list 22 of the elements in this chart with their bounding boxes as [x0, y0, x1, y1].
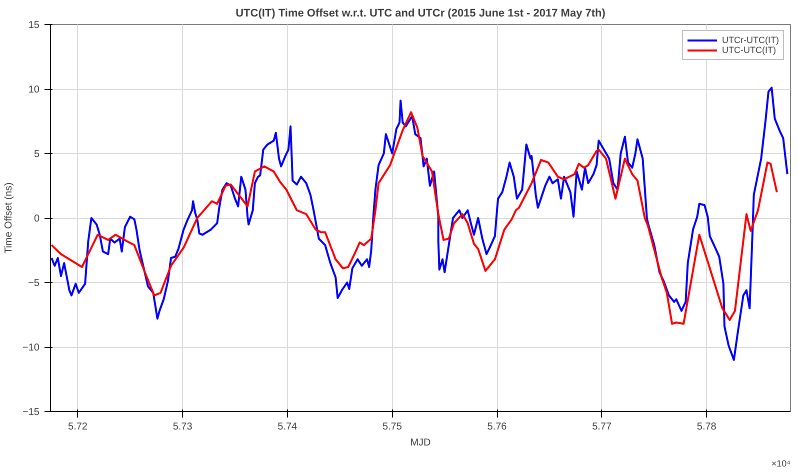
- y-tick-label: −15: [22, 407, 40, 418]
- x-tick-label: 5.73: [172, 422, 193, 432]
- y-tick-label: 15: [28, 20, 40, 31]
- y-tick-label: 0: [34, 214, 40, 224]
- y-axis-title: Time Offset (ns): [4, 182, 15, 254]
- line-series: [50, 111, 778, 325]
- chart-title: UTC(IT) Time Offset w.r.t. UTC and UTCr (2015 June 1st - 2017 May 7th): [236, 8, 606, 20]
- y-tick-label: 5: [34, 149, 40, 160]
- x-tick-label: 5.76: [487, 422, 508, 432]
- x-tick-label: 5.75: [382, 422, 402, 432]
- x-axis-title: MJD: [410, 438, 431, 448]
- x-tick-label: 5.77: [592, 422, 612, 432]
- y-tick-label: −10: [22, 342, 40, 354]
- line-series: [50, 86, 788, 361]
- y-tick-label: 10: [28, 84, 40, 96]
- y-tick-label: −5: [28, 278, 40, 289]
- x-tick-label: 5.74: [278, 422, 298, 432]
- legend-label: UTCr-UTC(IT): [722, 35, 779, 45]
- x-tick-label: 5.72: [68, 422, 88, 432]
- legend-label: UTC-UTC(IT): [722, 45, 776, 55]
- text: ×10⁴: [771, 458, 791, 468]
- x-tick-label: 5.78: [696, 422, 717, 432]
